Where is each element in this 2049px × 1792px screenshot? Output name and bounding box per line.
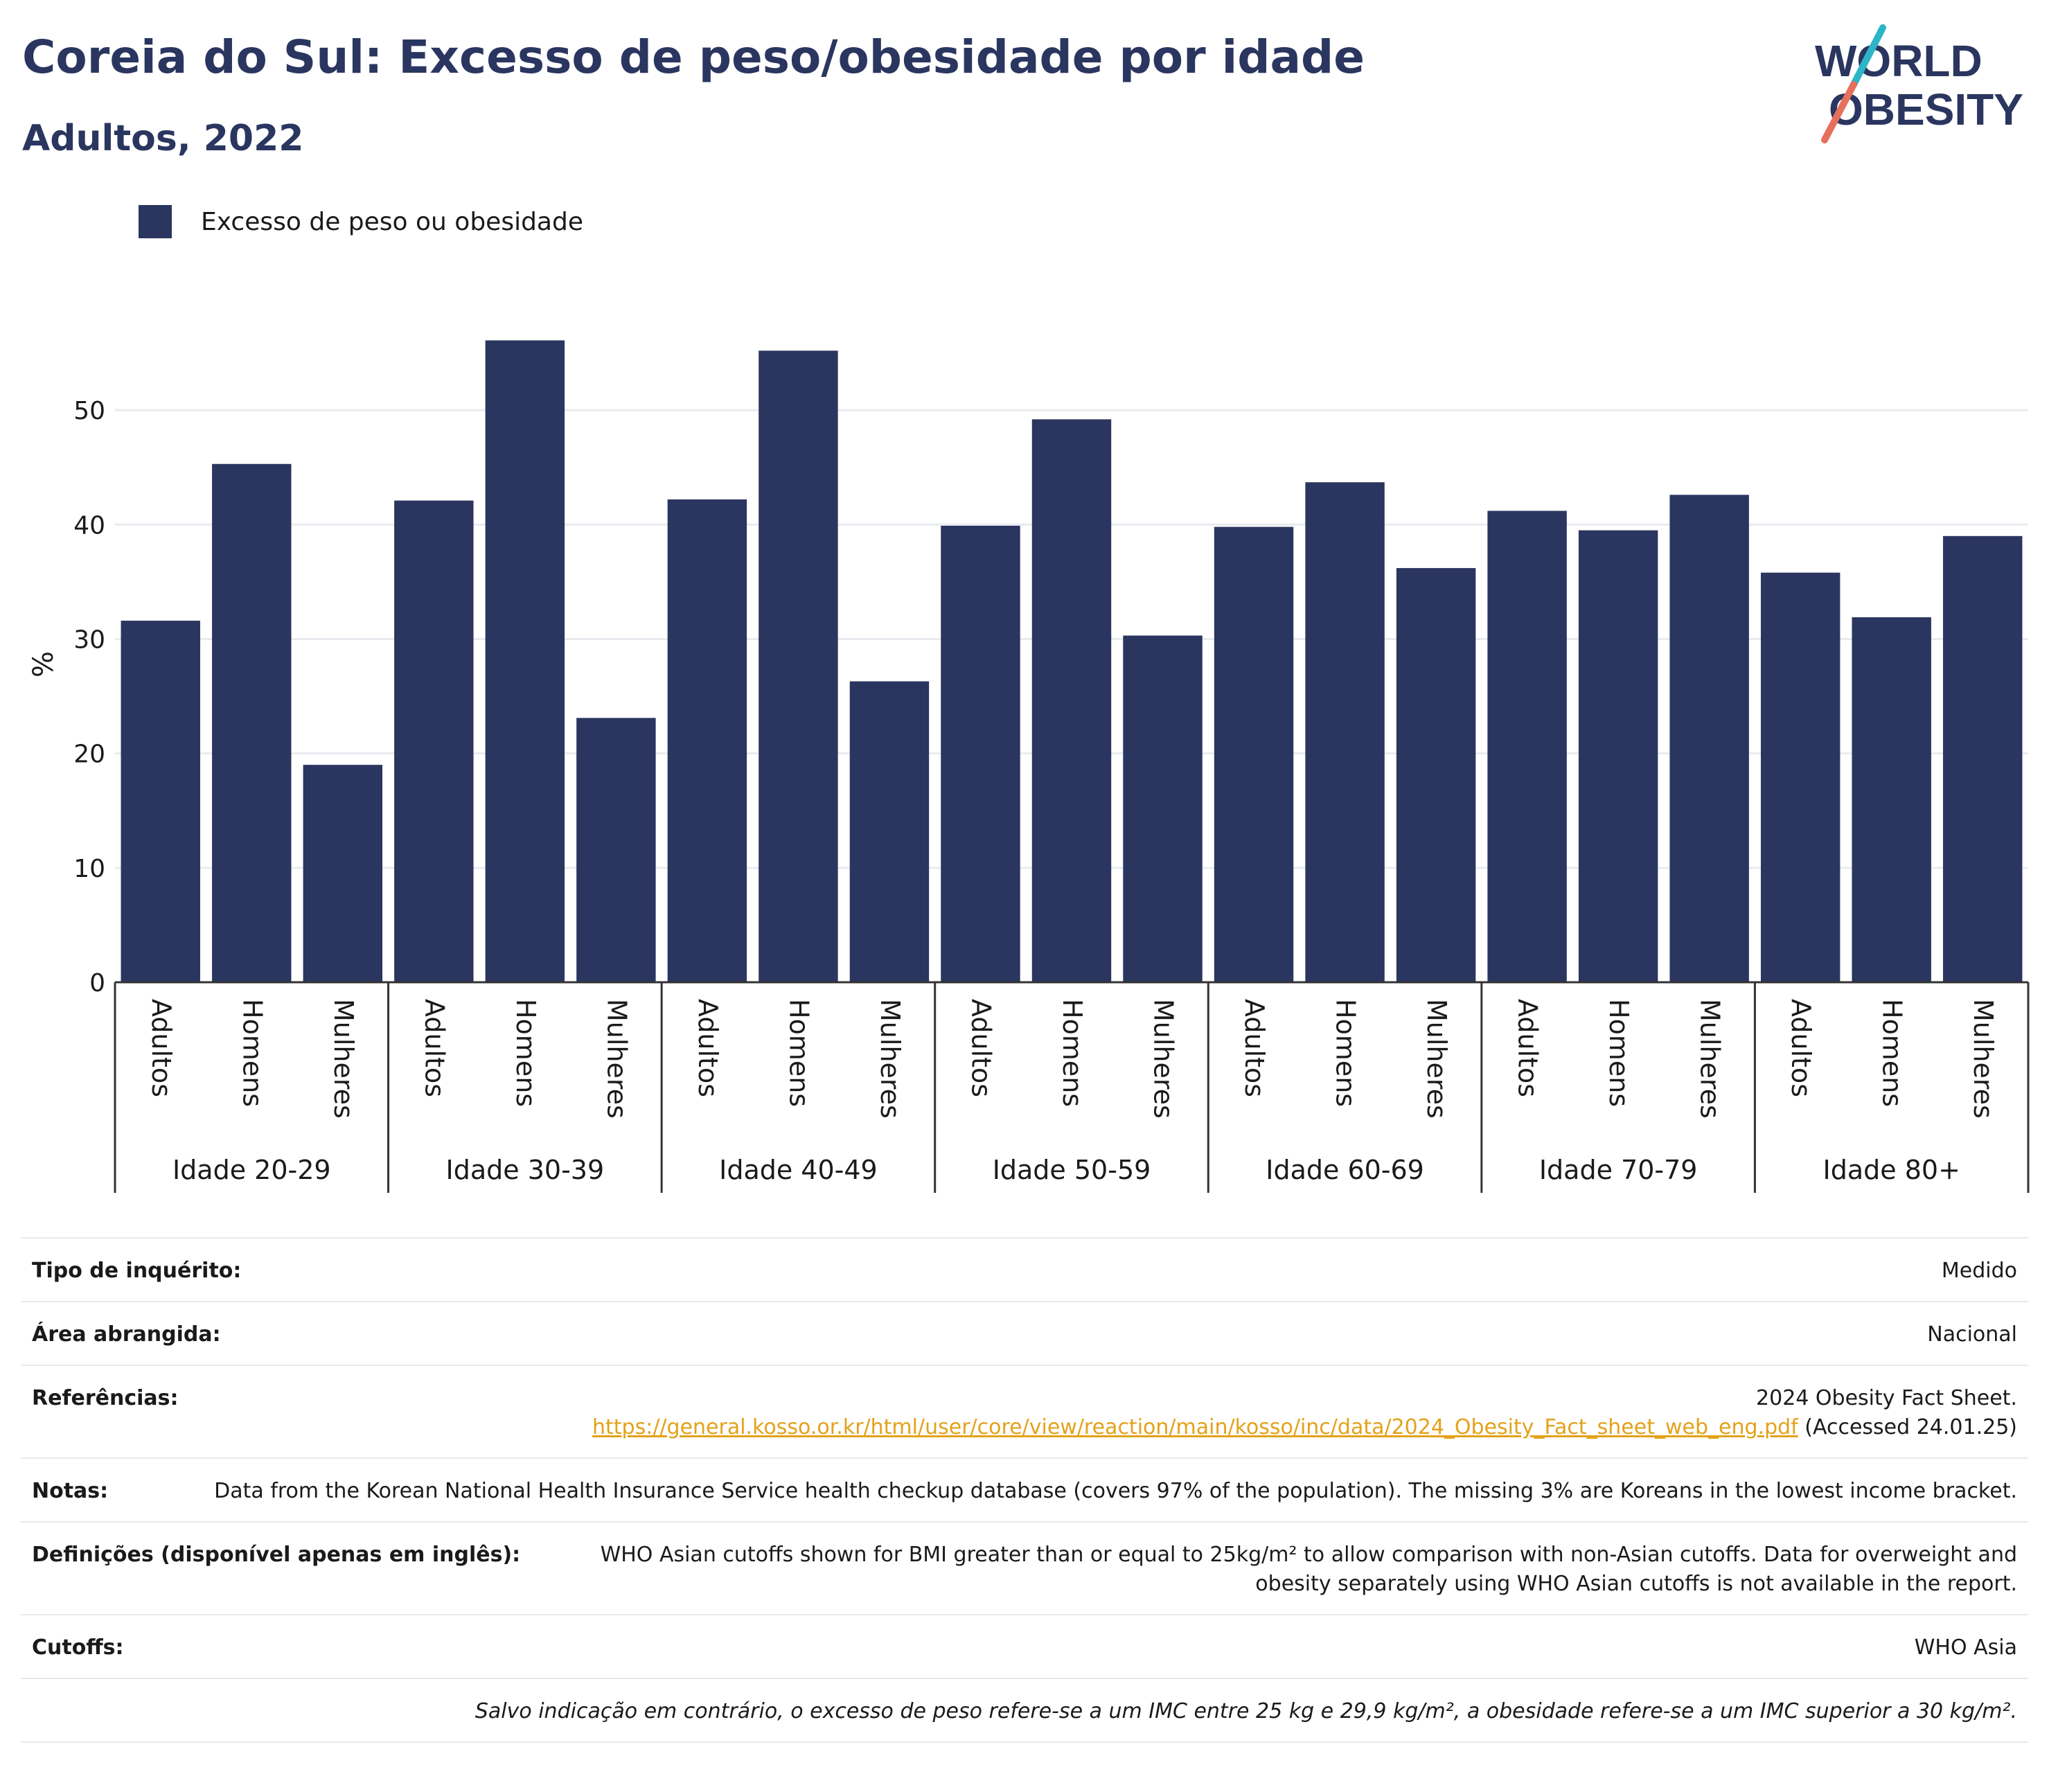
bar [1031, 419, 1112, 982]
legend-swatch [139, 205, 172, 238]
info-label: Cutoffs: [32, 1635, 124, 1660]
y-tick-label: 50 [73, 397, 105, 425]
x-category-label: Adultos [966, 999, 996, 1097]
x-category-label: Mulheres [1421, 999, 1452, 1119]
bar [303, 765, 383, 982]
bar [121, 621, 200, 982]
x-category-label: Mulheres [328, 999, 359, 1119]
x-category-label: Mulheres [1148, 999, 1179, 1119]
bar [1669, 495, 1749, 982]
info-row-area: Área abrangida: Nacional [21, 1301, 2028, 1365]
bar [1214, 526, 1294, 982]
y-tick-label: 30 [73, 626, 105, 654]
bar [576, 718, 656, 982]
x-group-label: Idade 60-69 [1266, 1155, 1424, 1185]
x-group-label: Idade 40-49 [719, 1155, 878, 1185]
info-table: Tipo de inquérito: Medido Área abrangida… [21, 1237, 2028, 1743]
x-category-label: Adultos [419, 999, 450, 1097]
x-group-label: Idade 80+ [1823, 1155, 1960, 1185]
x-category-label: Adultos [146, 999, 177, 1097]
x-category-label: Mulheres [601, 999, 632, 1119]
x-category-label: Adultos [1786, 999, 1816, 1097]
x-group-label: Idade 70-79 [1539, 1155, 1698, 1185]
x-category-label: Adultos [693, 999, 723, 1097]
svg-text:WORLD: WORLD [1815, 36, 1983, 86]
bar [394, 500, 474, 982]
x-category-label: Homens [1331, 999, 1361, 1107]
y-tick-label: 0 [89, 969, 105, 997]
info-row-definitions: Definições (disponível apenas em inglês)… [21, 1521, 2028, 1614]
bar [1852, 617, 1931, 982]
bar [1760, 572, 1840, 982]
x-category-label: Homens [511, 999, 541, 1107]
x-category-label: Adultos [1239, 999, 1270, 1097]
info-label: Área abrangida: [32, 1322, 221, 1347]
x-category-label: Homens [1604, 999, 1634, 1107]
info-value: Data from the Korean National Health Ins… [214, 1479, 2017, 1503]
info-footnote: Salvo indicação em contrário, o excesso … [21, 1678, 2028, 1743]
x-category-label: Homens [1877, 999, 1908, 1107]
info-row-survey-type: Tipo de inquérito: Medido [21, 1237, 2028, 1301]
bar [1943, 535, 2023, 982]
y-tick-label: 40 [73, 511, 105, 540]
info-row-references: Referências: 2024 Obesity Fact Sheet. ht… [21, 1365, 2028, 1457]
reference-link[interactable]: https://general.kosso.or.kr/html/user/co… [592, 1415, 1798, 1439]
bar [759, 351, 838, 982]
bar [1487, 511, 1567, 982]
info-value: Medido [1941, 1259, 2017, 1283]
x-category-label: Homens [237, 999, 267, 1107]
x-group-label: Idade 50-59 [993, 1155, 1151, 1185]
bar [1305, 482, 1385, 982]
chart-legend: Excesso de peso ou obesidade [139, 205, 583, 238]
info-label: Definições (disponível apenas em inglês)… [32, 1543, 521, 1567]
bar-chart: 0 10 20 30 40 50% Adultos Homens Mulheres Idade 2… [28, 340, 2030, 1193]
info-row-notes: Notas: Data from the Korean National Hea… [21, 1457, 2028, 1521]
bar [1123, 635, 1203, 982]
bar [485, 340, 565, 982]
bar [849, 681, 930, 982]
bar [1578, 530, 1658, 982]
y-tick-label: 20 [73, 740, 105, 769]
info-value: 2024 Obesity Fact Sheet. https://general… [220, 1384, 2017, 1442]
bar [1396, 568, 1476, 982]
info-label: Tipo de inquérito: [32, 1259, 242, 1283]
info-value: WHO Asia [1914, 1635, 2017, 1660]
bar [667, 499, 747, 982]
x-category-label: Mulheres [1695, 999, 1726, 1119]
legend-label: Excesso de peso ou obesidade [201, 207, 583, 236]
svg-text:OBESITY: OBESITY [1829, 85, 2023, 134]
x-category-label: Adultos [1513, 999, 1543, 1097]
x-category-label: Mulheres [875, 999, 905, 1119]
info-label: Referências: [32, 1386, 179, 1410]
info-value: WHO Asian cutoffs shown for BMI greater … [600, 1543, 2017, 1596]
page-title: Coreia do Sul: Excesso de peso/obesidade… [22, 30, 1365, 84]
bar [941, 525, 1020, 982]
page-subtitle: Adultos, 2022 [22, 118, 304, 159]
info-value: Nacional [1927, 1322, 2017, 1347]
info-label: Notas: [32, 1479, 109, 1503]
y-axis-label: % [28, 651, 60, 677]
x-group-label: Idade 30-39 [446, 1155, 605, 1185]
x-category-label: Homens [783, 999, 814, 1107]
x-category-label: Mulheres [1968, 999, 1998, 1119]
x-category-label: Homens [1057, 999, 1088, 1107]
bar [212, 463, 292, 982]
footnote-text: Salvo indicação em contrário, o excesso … [474, 1699, 2017, 1723]
reference-accessed: (Accessed 24.01.25) [1798, 1415, 2017, 1439]
x-group-label: Idade 20-29 [172, 1155, 331, 1185]
reference-title: 2024 Obesity Fact Sheet. [1756, 1386, 2017, 1410]
y-tick-label: 10 [73, 855, 105, 883]
info-row-cutoffs: Cutoffs: WHO Asia [21, 1614, 2028, 1678]
world-obesity-logo: WORLD OBESITY [1815, 24, 2023, 143]
